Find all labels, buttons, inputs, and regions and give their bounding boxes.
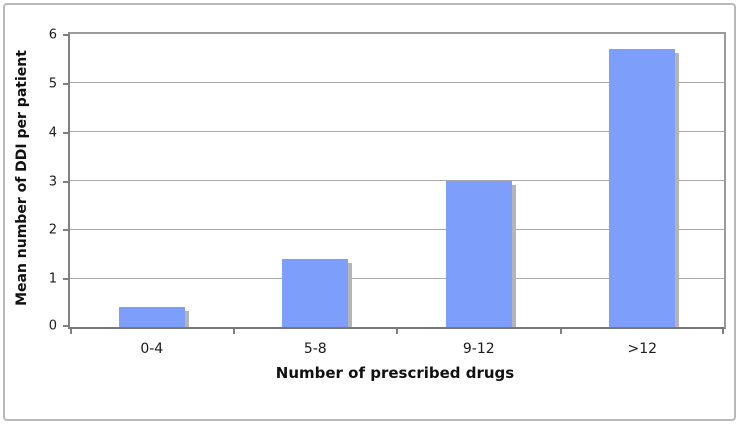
y-axis-tick-mark (63, 34, 70, 36)
y-axis-tick-mark (63, 229, 70, 232)
y-axis-tick-label: 6 (48, 27, 57, 43)
bar-shadow (348, 262, 353, 327)
x-axis-category-label: 9-12 (462, 341, 495, 357)
x-axis-category-label: 5-8 (303, 341, 327, 357)
y-axis-tick-label: 4 (48, 125, 57, 141)
x-axis-title: Number of prescribed drugs (275, 364, 515, 382)
x-axis-tick-mark (559, 329, 562, 334)
plot-area: 0 1 2 3 4 5 6 0-4 5-8 9-12 >12 (49, 28, 726, 357)
bar-shadow (511, 184, 516, 327)
bar-shadow (184, 311, 189, 327)
x-axis-tick-mark (232, 329, 235, 334)
y-axis-tick-mark (63, 278, 70, 281)
x-axis-category-label: >12 (627, 341, 658, 357)
bar-5-8 (282, 258, 353, 327)
x-axis-tick-mark (70, 329, 72, 334)
bar-shadow (675, 52, 680, 327)
x-axis-category-label: 0-4 (140, 341, 164, 357)
gridline (70, 180, 724, 181)
x-axis-tick-mark (396, 329, 398, 334)
y-axis-tick-label: 0 (48, 318, 57, 334)
x-axis-tick-mark (722, 329, 724, 334)
y-axis-tick-label: 1 (48, 271, 57, 287)
gridline (70, 131, 724, 133)
y-axis-tick-label: 3 (48, 174, 57, 189)
bar-0-4 (118, 307, 189, 327)
y-axis-tick-mark (63, 131, 70, 134)
y-axis-tick-mark (63, 180, 70, 183)
gridline (70, 277, 724, 279)
y-axis-title: Mean number of DDI per patient (14, 50, 30, 306)
gridline (70, 228, 724, 230)
bar-9-12 (445, 180, 516, 327)
gridline (70, 82, 724, 84)
bar->12 (609, 48, 680, 327)
y-axis-tick-label: 2 (48, 222, 57, 238)
y-axis-tick-label: 5 (48, 76, 57, 92)
y-axis-tick-mark (63, 82, 70, 85)
y-axis-tick-mark (63, 325, 70, 327)
